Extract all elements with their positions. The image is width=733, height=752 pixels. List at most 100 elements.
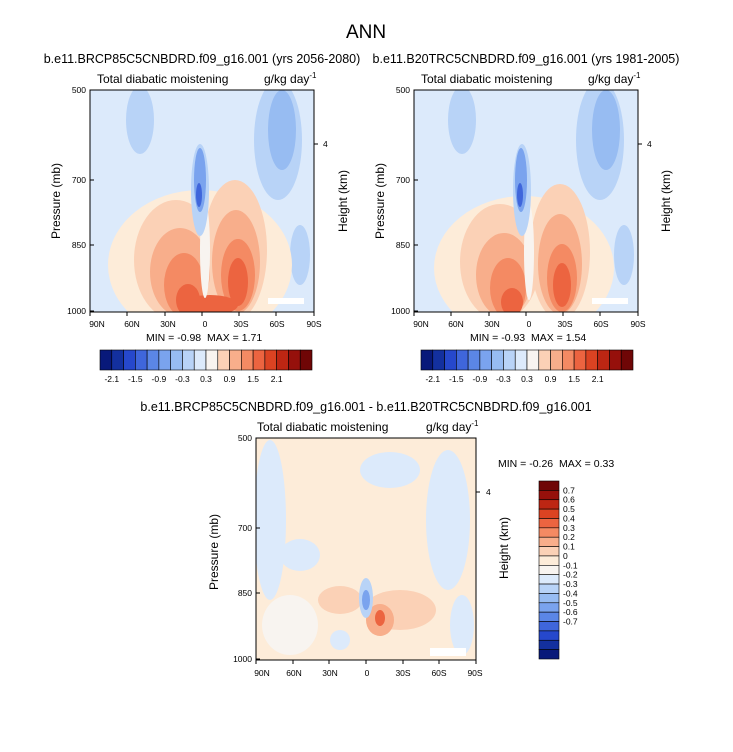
colorbar-box — [146, 349, 160, 371]
colorbar-box — [538, 480, 560, 491]
colorbar-label: -0.2 — [563, 570, 578, 580]
panel-2-title: b.e11.B20TRC5CNBDRD.f09_g16.001 (yrs 198… — [373, 52, 680, 66]
colorbar-box — [193, 349, 207, 371]
colorbar-label: -0.7 — [563, 617, 578, 627]
panel-2-contour-warm — [501, 288, 523, 312]
panel-2-contour-warm — [553, 263, 571, 307]
panel-3-variable: Total diabatic moistening — [257, 420, 388, 434]
panel-2-ylabel: Pressure (mb) — [373, 163, 387, 239]
colorbar-box — [299, 349, 313, 371]
y-tick-label: 500 — [72, 85, 86, 95]
y-tick-label: 700 — [396, 175, 410, 185]
colorbar-label: 1.5 — [247, 374, 259, 384]
panel-3-plot — [256, 438, 476, 660]
colorbar-box — [264, 349, 277, 371]
x-tick-label: 0 — [527, 319, 532, 329]
colorbar-box — [585, 349, 598, 371]
panel-1-contour-warm — [182, 295, 238, 312]
colorbar-box — [597, 349, 610, 371]
colorbar-label: 1.5 — [568, 374, 580, 384]
panel-2-contour-cool — [614, 225, 634, 285]
colorbar-label: 0.9 — [224, 374, 236, 384]
panel-1-left-ticks — [90, 89, 94, 312]
colorbar-box — [420, 349, 434, 371]
y-tick-label: 1000 — [67, 306, 86, 316]
x-tick-label: 0 — [203, 319, 208, 329]
colorbar-label: 0.2 — [563, 532, 575, 542]
panel-3: b.e11.BRCP85C5CNBDRD.f09_g16.001 - b.e11… — [140, 400, 614, 678]
panel-3-contour-cool — [362, 590, 370, 610]
panel-3-title: b.e11.BRCP85C5CNBDRD.f09_g16.001 - b.e11… — [140, 400, 591, 414]
panel-2-missing — [592, 298, 628, 304]
x-tick-label: 60N — [124, 319, 140, 329]
colorbar-box — [538, 593, 560, 604]
colorbar-box — [444, 349, 457, 371]
x-tick-label: 30S — [557, 319, 572, 329]
colorbar-label: 0.3 — [563, 523, 575, 533]
x-tick-label: 60S — [593, 319, 608, 329]
panel-1-contour-warm — [228, 258, 248, 306]
colorbar-box — [538, 518, 560, 529]
colorbar-box — [241, 349, 254, 371]
colorbar-box — [467, 349, 481, 371]
colorbar-label: -0.9 — [152, 374, 167, 384]
colorbar-label: -0.3 — [563, 579, 578, 589]
colorbar-box — [182, 349, 195, 371]
y-tick-label: 500 — [396, 85, 410, 95]
right-tick-label: 4 — [647, 139, 652, 149]
panel-1-contour-cool — [126, 90, 154, 154]
y-tick-label: 1000 — [391, 306, 410, 316]
colorbar-label: -1.5 — [449, 374, 464, 384]
panel-2: b.e11.B20TRC5CNBDRD.f09_g16.001 (yrs 198… — [373, 52, 680, 384]
panel-2-contour-cool — [448, 90, 476, 154]
panel-1-ylabel: Pressure (mb) — [49, 163, 63, 239]
x-tick-label: 30N — [322, 668, 338, 678]
x-tick-label: 30S — [233, 319, 248, 329]
panel-1-plot — [90, 90, 314, 312]
y-tick-label: 700 — [72, 175, 86, 185]
colorbar-box — [432, 349, 445, 371]
colorbar-label: 0.4 — [563, 513, 575, 523]
x-tick-label: 60N — [286, 668, 302, 678]
x-tick-label: 60S — [431, 668, 446, 678]
colorbar-label: 0.3 — [200, 374, 212, 384]
colorbar-label: -2.1 — [104, 374, 119, 384]
colorbar-box — [217, 349, 230, 371]
x-tick-label: 0 — [365, 668, 370, 678]
colorbar-label: 0.5 — [563, 504, 575, 514]
colorbar-label: -0.9 — [473, 374, 488, 384]
x-tick-label: 60N — [448, 319, 464, 329]
colorbar-box — [99, 349, 113, 371]
colorbar-box — [503, 349, 516, 371]
y-tick-label: 700 — [238, 523, 252, 533]
panel-1-units: g/kg day-1 — [264, 71, 317, 86]
panel-3-contour-warm — [375, 610, 385, 626]
colorbar-label: -2.1 — [425, 374, 440, 384]
panel-2-ylabel-right: Height (km) — [659, 170, 673, 232]
panel-1-contour-cool — [268, 90, 296, 170]
colorbar-box — [229, 349, 242, 371]
colorbar-box — [562, 349, 575, 371]
colorbar-box — [205, 349, 219, 371]
colorbar-label: 2.1 — [592, 374, 604, 384]
y-tick-label: 1000 — [233, 654, 252, 664]
y-tick-label: 850 — [238, 588, 252, 598]
colorbar-box — [550, 349, 563, 371]
colorbar-box — [538, 490, 560, 501]
panel-3-contour-cool — [280, 539, 320, 571]
colorbar-box — [170, 349, 183, 371]
x-tick-label: 90N — [89, 319, 105, 329]
colorbar-label: 0.7 — [563, 485, 575, 495]
colorbar-box — [276, 349, 289, 371]
panel-3-ylabel-right: Height (km) — [497, 517, 511, 579]
panel-1-contour-cool — [196, 183, 202, 207]
colorbar-label: 0.3 — [521, 374, 533, 384]
x-tick-label: 90S — [630, 319, 645, 329]
colorbar-label: -0.4 — [563, 588, 578, 598]
right-tick-label: 4 — [486, 487, 491, 497]
colorbar-box — [609, 349, 622, 371]
colorbar-box — [620, 349, 634, 371]
panel-1-colorbar: -2.1 -1.5 -0.9 -0.3 0.3 0.9 1.5 2.1 — [99, 349, 313, 384]
colorbar-box — [514, 349, 528, 371]
